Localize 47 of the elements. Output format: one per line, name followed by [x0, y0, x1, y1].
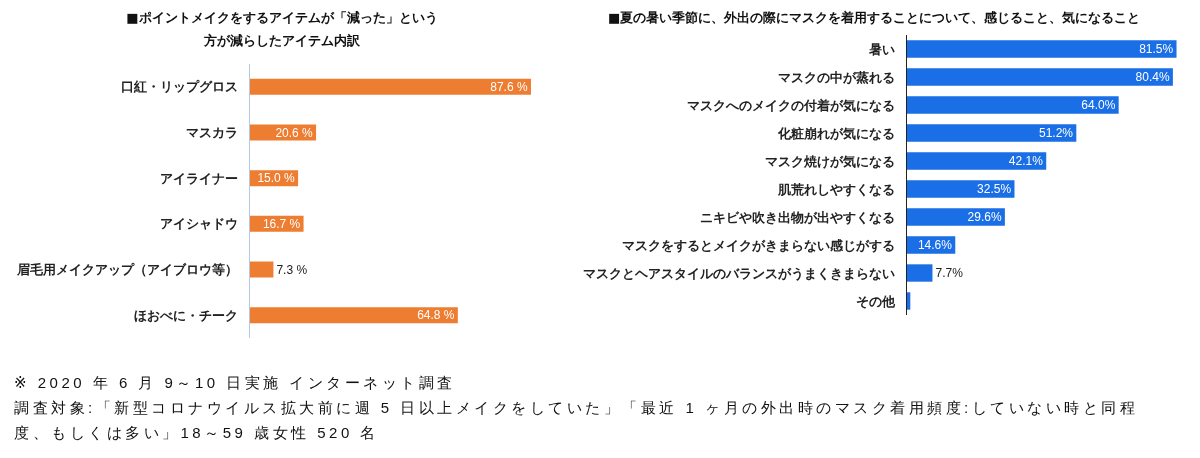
y-tick-label: 暑い: [868, 41, 896, 57]
bar: [907, 208, 1005, 226]
chart-title: ■夏の暑い季節に、外出の際にマスクを着用することについて、感じること、気になること: [608, 9, 1142, 27]
bar: [250, 78, 531, 95]
y-tick-label: 肌荒れしやすくなる: [777, 181, 896, 197]
y-tick-label: ほおべに・チーク: [134, 307, 239, 323]
bar: [907, 96, 1119, 114]
text: ※ 2020 年 6 月 9～10 日実施 インターネット調査: [14, 373, 457, 393]
y-tick-label: アイシャドウ: [160, 216, 239, 232]
y-tick-label: 眉毛用メイクアップ（アイブロウ等）: [16, 262, 239, 278]
data-label: 51.2%: [1038, 126, 1074, 140]
data-label: 80.4%: [1135, 70, 1170, 84]
y-tick-label: マスク焼けが気になる: [765, 153, 896, 169]
y-tick-label: ニキビや吹き出物が出やすくなる: [700, 209, 896, 225]
y-tick-label: その他: [856, 293, 897, 309]
bar: [907, 180, 1015, 198]
chart-title: ■ポイントメイクをするアイテムが「減った」という方が減らしたアイテム内訳: [125, 9, 439, 50]
data-label: 7.7%: [935, 266, 964, 280]
data-label: 32.5%: [977, 182, 1012, 196]
text: 調査対象:「新型コロナウイルス拡大前に週 5 日以上メイクをしていた」「最近 1 ヶ月の外出時のマスク着用頻度:していない時と同程度、もしくは多い」18～59 歳女性 520 名: [14, 398, 1140, 443]
bar: [250, 307, 458, 324]
bar: [250, 261, 274, 278]
y-tick-label: 化粧崩れが気になる: [777, 125, 896, 141]
data-label: 14.6%: [917, 238, 953, 252]
bar: [907, 68, 1173, 86]
y-tick-label: マスクとヘアスタイルのバランスがうまくきまらない: [583, 265, 896, 281]
data-label: 20.6 %: [275, 125, 314, 140]
data-label: 15.0 %: [257, 171, 296, 186]
bar: [907, 40, 1177, 58]
data-label: 64.0%: [1081, 98, 1116, 112]
data-label: 29.6%: [967, 210, 1002, 224]
data-label: 42.1%: [1008, 154, 1044, 168]
data-label: 7.3 %: [276, 262, 308, 277]
y-tick-label: マスクの中が蒸れる: [778, 69, 896, 85]
data-label: 87.6 %: [490, 79, 528, 94]
y-tick-label: 口紅・リップグロス: [121, 79, 239, 95]
data-label: 16.7 %: [262, 216, 301, 231]
y-tick-label: アイライナー: [160, 170, 239, 186]
y-tick-label: マスカラ: [186, 125, 239, 141]
data-label: 64.8 %: [417, 308, 455, 323]
data-label: 81.5%: [1139, 42, 1174, 56]
bar: [907, 152, 1047, 170]
bar: [907, 264, 933, 282]
y-tick-label: マスクへのメイクの付着が気になる: [687, 97, 896, 113]
bar: [907, 292, 911, 310]
bar: [907, 124, 1077, 142]
y-tick-label: マスクをするとメイクがきまらない感じがする: [622, 237, 896, 253]
